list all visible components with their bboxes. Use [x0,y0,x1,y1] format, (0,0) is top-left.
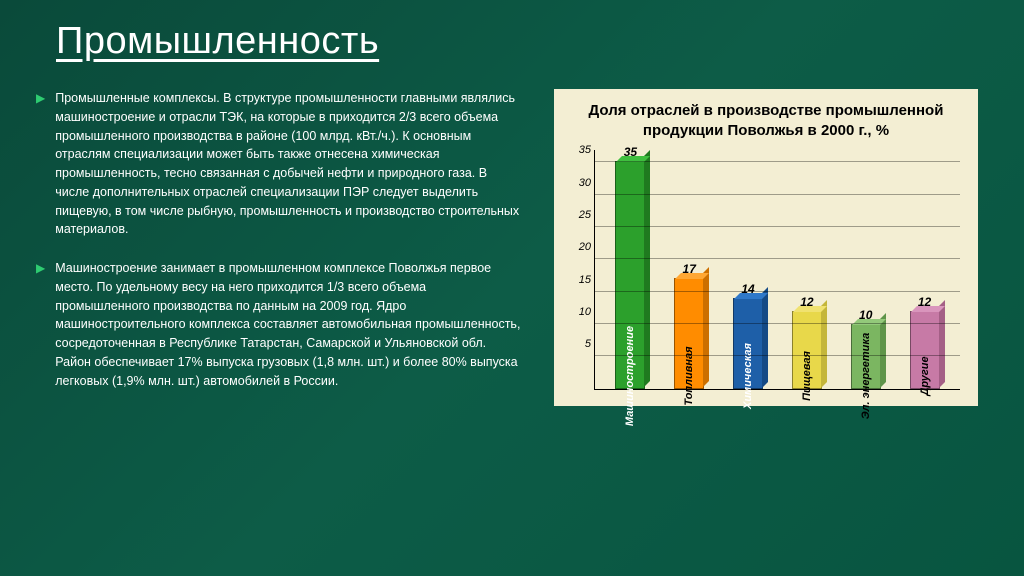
chart-bar-rect: Топливная [674,278,704,388]
paragraph-text: Промышленные комплексы. В структуре пром… [55,89,522,239]
chart-gridline [595,291,960,292]
chart-gridline [595,226,960,227]
chart-bars-container: 35Машиностроение17Топливная14Химическая1… [595,150,960,389]
chart-bar: 12Пищевая [789,295,825,389]
bullet-item: ▶ Машиностроение занимает в промышленном… [56,259,522,390]
chart-gridline [595,194,960,195]
chart-bar: 17Топливная [671,262,707,388]
chart-bar: 35Машиностроение [612,145,648,388]
chart-ytick-label: 25 [571,209,591,221]
chart-bar: 10Эл. энергетика [848,308,884,389]
chart-bar-label: Химическая [742,343,754,409]
content-row: ▶ Промышленные комплексы. В структуре пр… [56,89,978,410]
bullet-item: ▶ Промышленные комплексы. В структуре пр… [56,89,522,239]
bullet-arrow-icon: ▶ [36,89,45,239]
chart-ytick-label: 20 [571,241,591,253]
chart-gridline [595,161,960,162]
chart-bar-label: Пищевая [801,351,813,401]
text-column: ▶ Промышленные комплексы. В структуре пр… [56,89,522,410]
chart-bar-label: Эл. энергетика [860,332,872,418]
paragraph-text: Машиностроение занимает в промышленном к… [55,259,522,390]
chart-ytick-label: 10 [571,306,591,318]
chart-ytick-label: 15 [571,274,591,286]
chart-ytick-label: 30 [571,177,591,189]
bullet-arrow-icon: ▶ [36,259,45,390]
page-title: Промышленность [56,20,978,63]
chart-title: Доля отраслей в производстве промышленно… [568,101,964,142]
chart-gridline [595,258,960,259]
chart-ytick-label: 35 [571,144,591,156]
chart-gridline [595,355,960,356]
chart-bar: 12Другие [907,295,943,389]
chart-plot-area: 35Машиностроение17Топливная14Химическая1… [594,150,960,390]
chart-column: Доля отраслей в производстве промышленно… [554,89,978,410]
chart-gridline [595,323,960,324]
chart-bar-label: Другие [919,356,931,395]
chart-bar-rect: Химическая [733,298,763,389]
chart-ytick-label: 5 [571,338,591,350]
chart-bar-label: Машиностроение [624,325,636,425]
chart-panel: Доля отраслей в производстве промышленно… [554,89,978,406]
chart-bar: 14Химическая [730,282,766,389]
slide: Промышленность ▶ Промышленные комплексы.… [0,0,1024,576]
